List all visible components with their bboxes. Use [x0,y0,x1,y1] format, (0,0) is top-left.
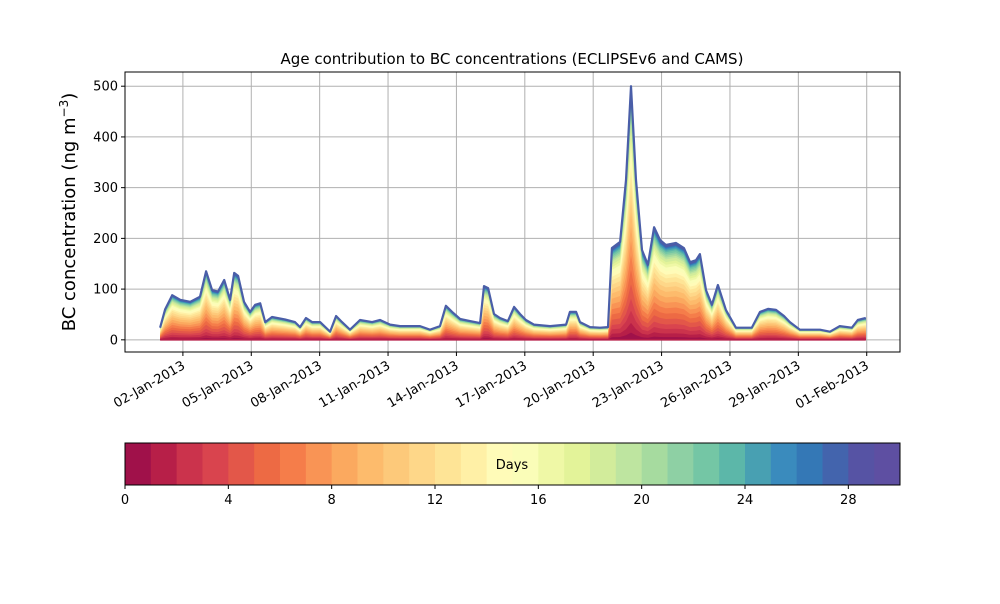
colorbar-tick-label: 4 [224,493,232,508]
colorbar-segment [615,443,643,485]
age-band-day-1 [160,322,866,340]
colorbar-segment [693,443,720,485]
colorbar-segment [383,443,410,485]
age-band-day-0 [160,332,866,340]
x-tick-label: 05-Jan-2013 [180,358,257,411]
colorbar-tick-label: 16 [530,493,547,508]
colorbar-segment [228,443,255,485]
colorbar-segment [822,443,849,485]
y-tick-label: 0 [110,333,118,348]
colorbar-segment [848,443,875,485]
colorbar-segment [125,443,152,485]
x-tick-label: 11-Jan-2013 [316,358,393,411]
colorbar-segment [667,443,694,485]
y-tick-label: 300 [93,181,118,196]
chart-title: Age contribution to BC concentrations (E… [281,50,744,68]
x-tick-label: 29-Jan-2013 [727,358,804,411]
colorbar-tick-label: 0 [121,493,129,508]
age-band-day-29 [160,86,866,340]
colorbar-segment [590,443,617,485]
colorbar-segment [280,443,307,485]
colorbar-tick-label: 20 [633,493,650,508]
stacked-bands [159,85,867,341]
total-outline [159,85,867,333]
colorbar: 0 4 8 12 16 20 24 28 [121,442,901,508]
x-tick-label: 20-Jan-2013 [522,358,599,411]
age-band-day-24 [160,98,866,340]
x-tick-label: 14-Jan-2013 [385,358,462,411]
colorbar-segment [538,443,565,485]
colorbar-segment [460,443,488,485]
age-band-day-25 [160,95,866,340]
colorbar-frame [124,442,901,486]
age-band-day-26 [160,93,866,340]
colorbar-segment [202,443,229,485]
colorbar-segment [150,443,178,485]
y-axis-label-superscript: −3 [57,100,71,118]
x-tick-label: 08-Jan-2013 [248,358,325,411]
colorbar-label: Days [496,458,529,473]
y-tick-label: 400 [93,130,118,145]
y-axis-label-main: BC concentration (ng m [59,117,80,331]
x-tick-label: 17-Jan-2013 [453,358,530,411]
colorbar-segment [564,443,591,485]
x-tick-label: 02-Jan-2013 [111,358,188,411]
colorbar-tick-label: 24 [737,493,754,508]
colorbar-tick-label: 12 [427,493,444,508]
x-tick-label: 01-Feb-2013 [793,358,872,412]
colorbar-segment [770,443,798,485]
plot-frame [124,71,901,353]
x-tick-label: 23-Jan-2013 [590,358,667,411]
colorbar-segment [357,443,384,485]
colorbar-segment [796,443,823,485]
colorbar-segment [409,443,436,485]
colorbar-segment [305,443,333,485]
y-tick-label: 100 [93,283,118,298]
colorbar-segment [874,443,901,485]
age-band-day-21 [160,110,866,340]
age-band-day-4 [160,284,866,340]
colorbar-segment [641,443,668,485]
colorbar-segment [331,443,358,485]
y-axis-label-close: ) [59,93,80,100]
age-band-day-22 [160,105,866,340]
y-axis-label: BC concentration (ng m−3) [57,93,80,332]
age-band-day-3 [160,298,866,340]
age-band-day-27 [160,91,866,340]
age-band-day-2 [160,310,866,340]
colorbar-segment [435,443,462,485]
age-band-day-23 [160,101,866,340]
colorbar-tick-label: 8 [328,493,336,508]
colorbar-segment [719,443,746,485]
axes: 0 100 200 300 400 500 02-Jan-201305-Jan-201308… [93,71,901,412]
colorbar-tick-label: 28 [840,493,857,508]
colorbar-segment [254,443,281,485]
y-tick-label: 200 [93,232,118,247]
x-tick-label: 26-Jan-2013 [658,358,735,411]
age-band-day-5 [160,269,866,340]
colorbar-segment [486,443,513,485]
colorbar-segment [512,443,539,485]
colorbar-segment [745,443,772,485]
y-tick-label: 500 [93,80,118,95]
colorbar-segment [176,443,203,485]
age-band-day-20 [160,115,866,340]
age-band-day-28 [160,88,866,340]
